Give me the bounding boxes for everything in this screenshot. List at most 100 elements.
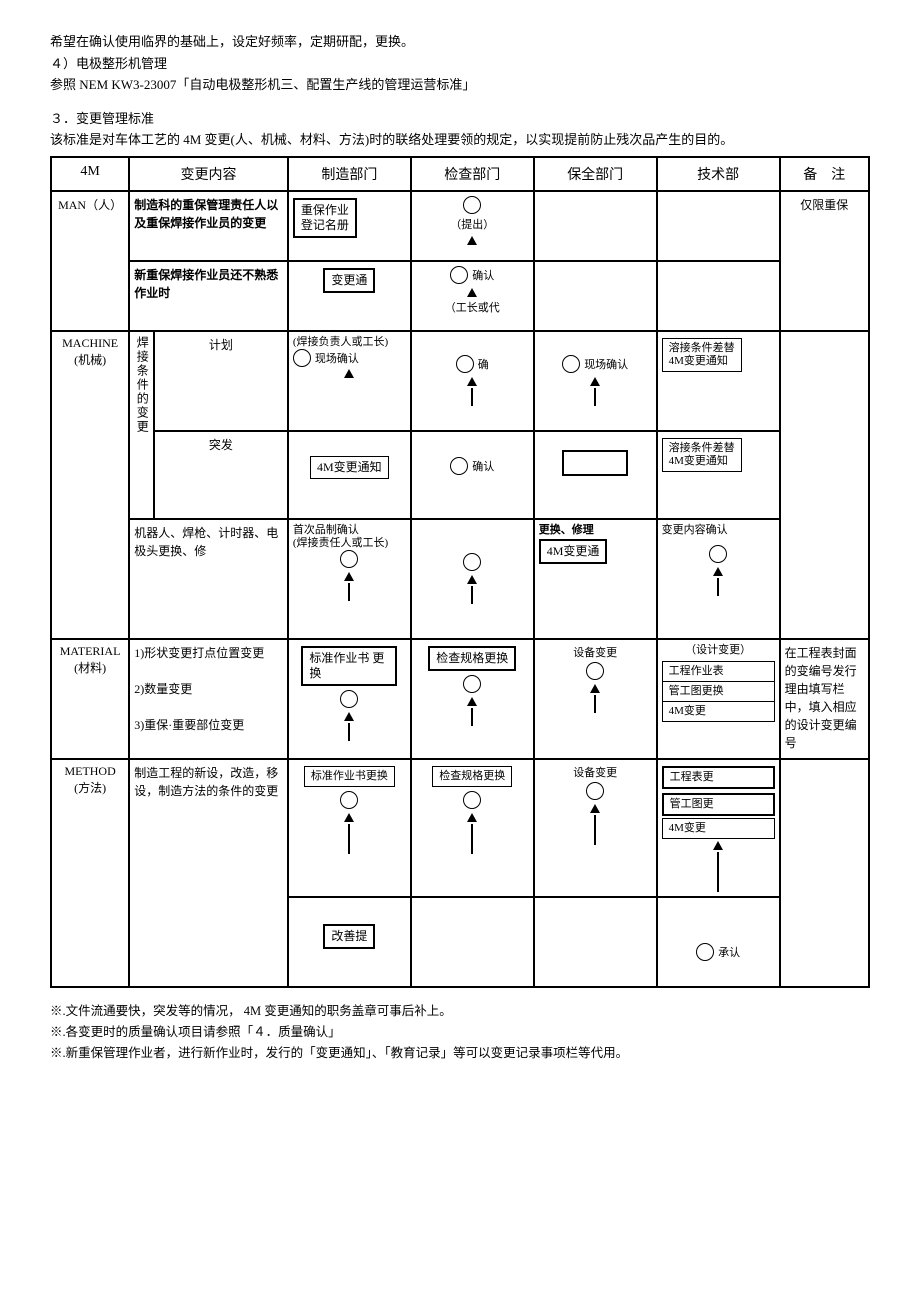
hdr-maint: 保全部门 (534, 157, 657, 191)
material-content: 1)形状变更打点位置变更 2)数量变更 3)重保·重要部位变更 (129, 639, 288, 759)
man-r2-maint (534, 261, 657, 331)
circle-icon (450, 266, 468, 284)
hdr-tech: 技术部 (657, 157, 780, 191)
man-r2-tech (657, 261, 780, 331)
arrow-up-icon (713, 567, 723, 576)
machine-r2-maint (534, 431, 657, 519)
hdr-4m: 4M (51, 157, 129, 191)
material-tech: （设计变更） 工程作业表 管工图更换 4M变更 (657, 639, 780, 759)
box-4m-chg: 4M变更 (662, 701, 775, 722)
man-r1-content: 制造科的重保管理责任人以及重保焊接作业员的变更 (129, 191, 288, 261)
box-eng-sheet: 工程作业表 (662, 661, 775, 681)
man-r1-insp: （提出） (411, 191, 534, 261)
label-material: MATERIAL (材料) (51, 639, 129, 759)
arrow-up-icon (467, 813, 477, 822)
circle-icon (463, 553, 481, 571)
hdr-mfg: 制造部门 (288, 157, 411, 191)
mfg-top: 首次品制确认 (焊接责任人或工长) (293, 524, 406, 550)
box-change-notice: 变更通 (323, 268, 375, 293)
method-mfg: 标准作业书更换 (288, 759, 411, 898)
arrow-up-icon (344, 813, 354, 822)
arrow-up-icon (467, 697, 477, 706)
man-note: 仅限重保 (780, 191, 869, 331)
box-pipe-dwg: 管工图更 (662, 793, 775, 816)
machine-r1-mfg: (焊接负责人或工长) 现场确认 (288, 331, 411, 431)
circle-icon (293, 349, 311, 367)
machine-r2-insp: 确认 (411, 431, 534, 519)
circle-icon (456, 355, 474, 373)
material-mfg: 标准作业书 更换 (288, 639, 411, 759)
box-weld-cond: 溶接条件差替 4M变更通知 (662, 338, 742, 372)
man-r2-insp: 确认 （工长或代 (411, 261, 534, 331)
arrow-up-icon (467, 575, 477, 584)
machine-r3-tech: 变更内容确认 (657, 519, 780, 639)
circle-icon (340, 550, 358, 568)
footnotes: ※.文件流通要快，突发等的情况， 4M 变更通知的职务盖章可事后补上。 ※.各变… (50, 1002, 870, 1062)
circle-icon (586, 662, 604, 680)
box-pipe-dwg: 管工图更换 (662, 681, 775, 701)
circle-icon (340, 791, 358, 809)
arrow-up-icon (344, 369, 354, 378)
machine-r2-mfg: 4M变更通知 (288, 431, 411, 519)
arrow-up-icon (590, 377, 600, 386)
arrow-up-icon (467, 288, 477, 297)
method-r2-mfg: 改善提 (288, 897, 411, 987)
change-mgmt-table: 4M 变更内容 制造部门 检查部门 保全部门 技术部 备 注 MAN（人） 制造… (50, 156, 870, 989)
lbl-equip-chg: 设备变更 (573, 764, 617, 780)
machine-r1-insp: 确 (411, 331, 534, 431)
man-r2-content: 新重保焊接作业员还不熟悉作业时 (129, 261, 288, 331)
footnote-1: ※.文件流通要快，突发等的情况， 4M 变更通知的职务盖章可事后补上。 (50, 1002, 870, 1021)
label-method: METHOD (方法) (51, 759, 129, 988)
circle-icon (709, 545, 727, 563)
label-machine: MACHINE (机械) (51, 331, 129, 639)
box-improve: 改善提 (323, 924, 375, 949)
machine-r3-content: 机器人、焊枪、计时器、电极头更换、修 (129, 519, 288, 639)
row-method-1: METHOD (方法) 制造工程的新设，改造，移设，制造方法的条件的变更 标准作… (51, 759, 869, 898)
method-r2-maint (534, 897, 657, 987)
machine-r2-tech: 溶接条件差替 4M变更通知 (657, 431, 780, 519)
tech-top: （设计变更） (662, 644, 775, 657)
circle-icon (340, 690, 358, 708)
hdr-insp: 检查部门 (411, 157, 534, 191)
section3-title: ３．变更管理标准 (50, 109, 870, 129)
box-std-work: 标准作业书更换 (304, 766, 395, 787)
box-insp-spec: 检查规格更换 (428, 646, 516, 671)
man-r2-mfg: 变更通 (288, 261, 411, 331)
circle-icon (463, 791, 481, 809)
lbl-confirm: 确认 (472, 267, 494, 283)
box-4m-notice: 4M变更通 (539, 539, 608, 564)
circle-icon (450, 457, 468, 475)
footnote-2: ※.各变更时的质量确认项目请参照「４．质量确认」 (50, 1023, 870, 1042)
lbl-onsite: 现场确认 (584, 356, 628, 372)
hdr-note: 备 注 (780, 157, 869, 191)
method-maint: 设备变更 (534, 759, 657, 898)
circle-icon (696, 943, 714, 961)
arrow-up-icon (467, 236, 477, 245)
arrow-up-icon (344, 572, 354, 581)
method-content: 制造工程的新设，改造，移设，制造方法的条件的变更 (129, 759, 288, 988)
method-tech: 工程表更 管工图更 4M变更 (657, 759, 780, 898)
row-material: MATERIAL (材料) 1)形状变更打点位置变更 2)数量变更 3)重保·重… (51, 639, 869, 759)
machine-r3-maint: 更换、修理 4M变更通 (534, 519, 657, 639)
circle-icon (562, 355, 580, 373)
box-eng-sheet: 工程表更 (662, 766, 775, 789)
intro-line-1: 希望在确认使用临界的基础上，设定好频率，定期研配，更换。 (50, 32, 870, 52)
material-note: 在工程表封面的变编号发行理由填写栏中，填入相应的设计变更编号 (780, 639, 869, 759)
box-register: 重保作业 登记名册 (293, 198, 357, 238)
box-weld-cond: 溶接条件差替 4M变更通知 (662, 438, 742, 472)
material-insp: 检查规格更换 (411, 639, 534, 759)
box-4m-chg: 4M变更 (662, 818, 775, 839)
man-r1-mfg: 重保作业 登记名册 (288, 191, 411, 261)
method-note (780, 759, 869, 988)
method-r2-insp (411, 897, 534, 987)
header-row: 4M 变更内容 制造部门 检查部门 保全部门 技术部 备 注 (51, 157, 869, 191)
lbl-onsite: 现场确认 (315, 350, 359, 366)
box-std-work: 标准作业书 更换 (301, 646, 397, 686)
machine-r3-insp (411, 519, 534, 639)
label-man: MAN（人） (51, 191, 129, 331)
row-machine-3: 机器人、焊枪、计时器、电极头更换、修 首次品制确认 (焊接责任人或工长) 更换、… (51, 519, 869, 639)
intro-line-3: 参照 NEM KW3-23007「自动电极整形机三、配置生产线的管理运营标准」 (50, 75, 870, 95)
row-machine-1: MACHINE (机械) 焊接条件的变更 计划 (焊接负责人或工长) 现场确认 … (51, 331, 869, 431)
box-insp-spec: 检查规格更换 (432, 766, 512, 787)
arrow-up-icon (590, 804, 600, 813)
